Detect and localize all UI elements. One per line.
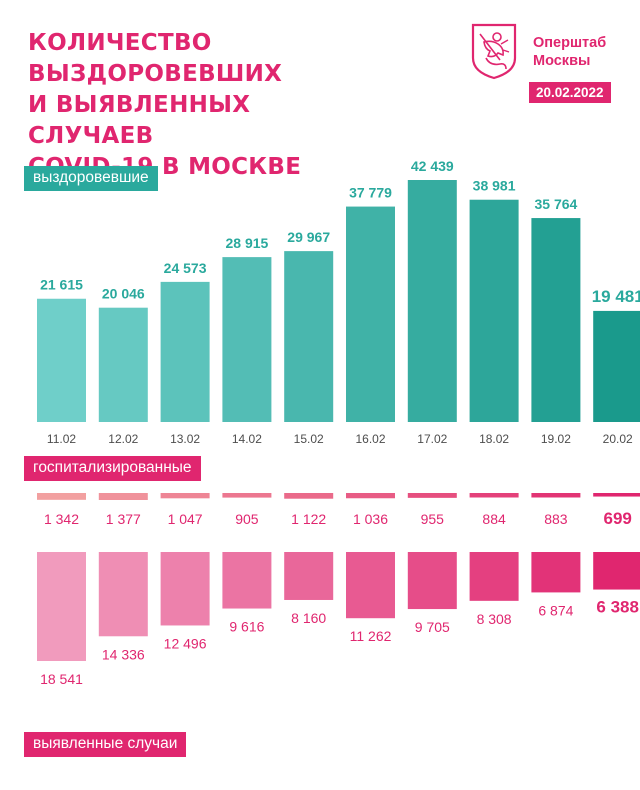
recovered-bar: [222, 257, 272, 422]
cases-bar: [284, 552, 334, 600]
cases-value-label: 9 616: [229, 619, 264, 635]
x-tick-label: 13.02: [170, 432, 200, 446]
recovered-series-label: выздоровевшие: [24, 166, 158, 191]
cases-value-label: 12 496: [164, 635, 207, 651]
cases-bar: [407, 552, 457, 610]
moscow-coat-of-arms-icon: [471, 23, 517, 80]
hospitalized-bar: [284, 493, 334, 499]
hospitalized-bar: [98, 493, 148, 500]
cases-value-label: 8 308: [477, 611, 512, 627]
x-tick-label: 12.02: [108, 432, 138, 446]
date-badge: 20.02.2022: [529, 82, 611, 103]
recovered-value-label: 29 967: [287, 229, 330, 245]
recovered-bar: [531, 218, 581, 422]
x-tick-label: 15.02: [294, 432, 324, 446]
cases-value-label: 6 388: [596, 598, 639, 617]
x-tick-label: 16.02: [355, 432, 385, 446]
cases-series-label: выявленные случаи: [24, 732, 187, 757]
recovered-bar: [284, 251, 334, 422]
hospitalized-bar: [407, 493, 457, 498]
hospitalized-bar: [346, 493, 395, 499]
hospitalized-value-label: 1 377: [106, 511, 141, 527]
hospitalized-bar: [222, 493, 272, 498]
hospitalized-value-label: 1 342: [44, 511, 79, 527]
hospitalized-value-label: 699: [604, 509, 632, 528]
x-tick-label: 17.02: [417, 432, 447, 446]
cases-bar: [346, 552, 395, 619]
title-line-1: КОЛИЧЕСТВО ВЫЗДОРОВЕВШИХ: [28, 30, 283, 87]
recovered-value-label: 20 046: [102, 286, 145, 302]
cases-value-label: 18 541: [40, 671, 83, 687]
cases-bar: [469, 552, 519, 601]
org-line-2: Москвы: [533, 53, 591, 69]
x-tick-label: 14.02: [232, 432, 262, 446]
cases-bar: [222, 552, 272, 609]
recovered-value-label: 19 481: [592, 287, 640, 306]
hospitalized-bar: [160, 493, 210, 499]
x-tick-label: 11.02: [47, 432, 76, 446]
hospitalized-value-label: 883: [544, 511, 568, 527]
x-tick-label: 19.02: [541, 432, 571, 446]
cases-bar: [593, 552, 640, 590]
x-tick-label: 20.02: [603, 432, 633, 446]
hospitalized-value-label: 905: [235, 511, 259, 527]
hospitalized-series-label: госпитализированные: [24, 456, 201, 481]
recovered-value-label: 37 779: [349, 185, 392, 201]
recovered-value-label: 24 573: [164, 260, 207, 276]
recovered-value-label: 42 439: [411, 158, 454, 174]
hospitalized-bar: [469, 493, 519, 498]
cases-value-label: 11 262: [350, 628, 392, 644]
hospitalized-bar: [593, 493, 640, 497]
cases-value-label: 14 336: [102, 646, 145, 662]
hospitalized-bar: [37, 493, 86, 500]
recovered-bar: [593, 310, 640, 422]
hospitalized-value-label: 884: [482, 511, 506, 527]
hospitalized-bar: [531, 493, 581, 498]
cases-bar: [37, 552, 86, 661]
recovered-bar: [98, 307, 148, 422]
recovered-bar: [407, 180, 457, 422]
cases-value-label: 6 874: [538, 602, 573, 618]
recovered-value-label: 28 915: [225, 235, 268, 251]
hospitalized-value-label: 955: [421, 511, 445, 527]
title-line-2: И ВЫЯВЛЕННЫХ СЛУЧАЕВ: [28, 92, 251, 149]
recovered-bar: [160, 281, 210, 422]
org-name: Оперштаб Москвы: [533, 34, 606, 70]
cases-value-label: 8 160: [291, 610, 326, 626]
cases-bar: [98, 552, 148, 637]
recovered-bar: [469, 199, 519, 422]
recovered-bar: [346, 206, 395, 422]
hospitalized-value-label: 1 122: [291, 511, 326, 527]
org-line-1: Оперштаб: [533, 35, 607, 51]
hospitalized-value-label: 1 047: [168, 511, 203, 527]
x-tick-label: 18.02: [479, 432, 509, 446]
recovered-value-label: 38 981: [473, 178, 516, 194]
hospitalized-value-label: 1 036: [353, 511, 388, 527]
cases-bar: [531, 552, 581, 593]
cases-bar: [160, 552, 210, 626]
recovered-bar: [37, 298, 86, 422]
cases-value-label: 9 705: [415, 619, 450, 635]
recovered-value-label: 21 615: [40, 277, 83, 293]
recovered-value-label: 35 764: [534, 196, 577, 212]
